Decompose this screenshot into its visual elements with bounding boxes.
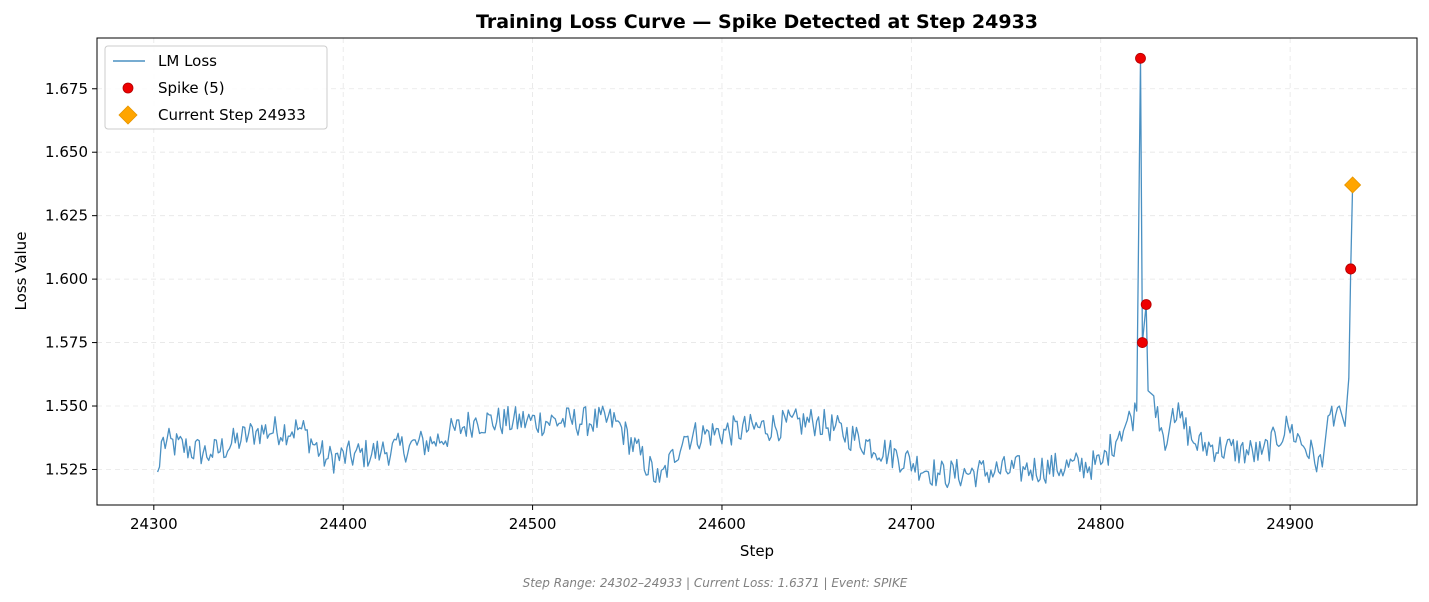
legend-label-current-step: Current Step 24933 [158,106,306,124]
legend-label-spike: Spike (5) [158,79,225,97]
current-step-marker [1344,176,1362,194]
x-tick-label: 24300 [130,515,178,533]
spike-point [1135,52,1146,64]
y-tick-label: 1.625 [45,207,88,225]
plot-frame [96,37,1418,506]
y-tick-label: 1.600 [45,270,88,288]
x-tick-label: 24700 [887,515,935,533]
x-tick-label: 24500 [509,515,557,533]
y-tick-label: 1.675 [45,80,88,98]
y-tick-label: 1.575 [45,334,88,352]
y-axis-label: Loss Value [12,232,30,311]
spike-point [1345,263,1357,275]
y-tick-label: 1.525 [45,460,88,478]
series-spikes [1135,52,1357,348]
x-tick-label: 24800 [1077,515,1125,533]
chart-title: Training Loss Curve — Spike Detected at … [476,11,1038,33]
y-tick-label: 1.650 [45,143,88,161]
x-axis-ticks: 24300 24400 24500 24600 24700 24800 24900 [130,505,1314,533]
y-tick-label: 1.550 [45,397,88,415]
y-axis-ticks: 1.525 1.550 1.575 1.600 1.625 1.650 1.675 [45,80,97,478]
x-tick-label: 24400 [319,515,367,533]
series-lm-loss [156,57,1354,489]
legend: LM Loss Spike (5) Current Step 24933 [104,45,328,130]
legend-spike-swatch [122,82,134,94]
legend-label-lm-loss: LM Loss [158,52,217,70]
x-tick-label: 24600 [698,515,746,533]
spike-point [1140,299,1152,310]
loss-line [156,57,1354,489]
legend-box [104,45,328,130]
x-axis-label: Step [740,542,774,560]
series-current-step [1344,176,1362,194]
x-tick-label: 24900 [1266,515,1314,533]
spike-point [1136,337,1148,348]
footer-caption: Step Range: 24302–24933 | Current Loss: … [523,576,908,590]
legend-diamond-swatch [118,105,138,125]
